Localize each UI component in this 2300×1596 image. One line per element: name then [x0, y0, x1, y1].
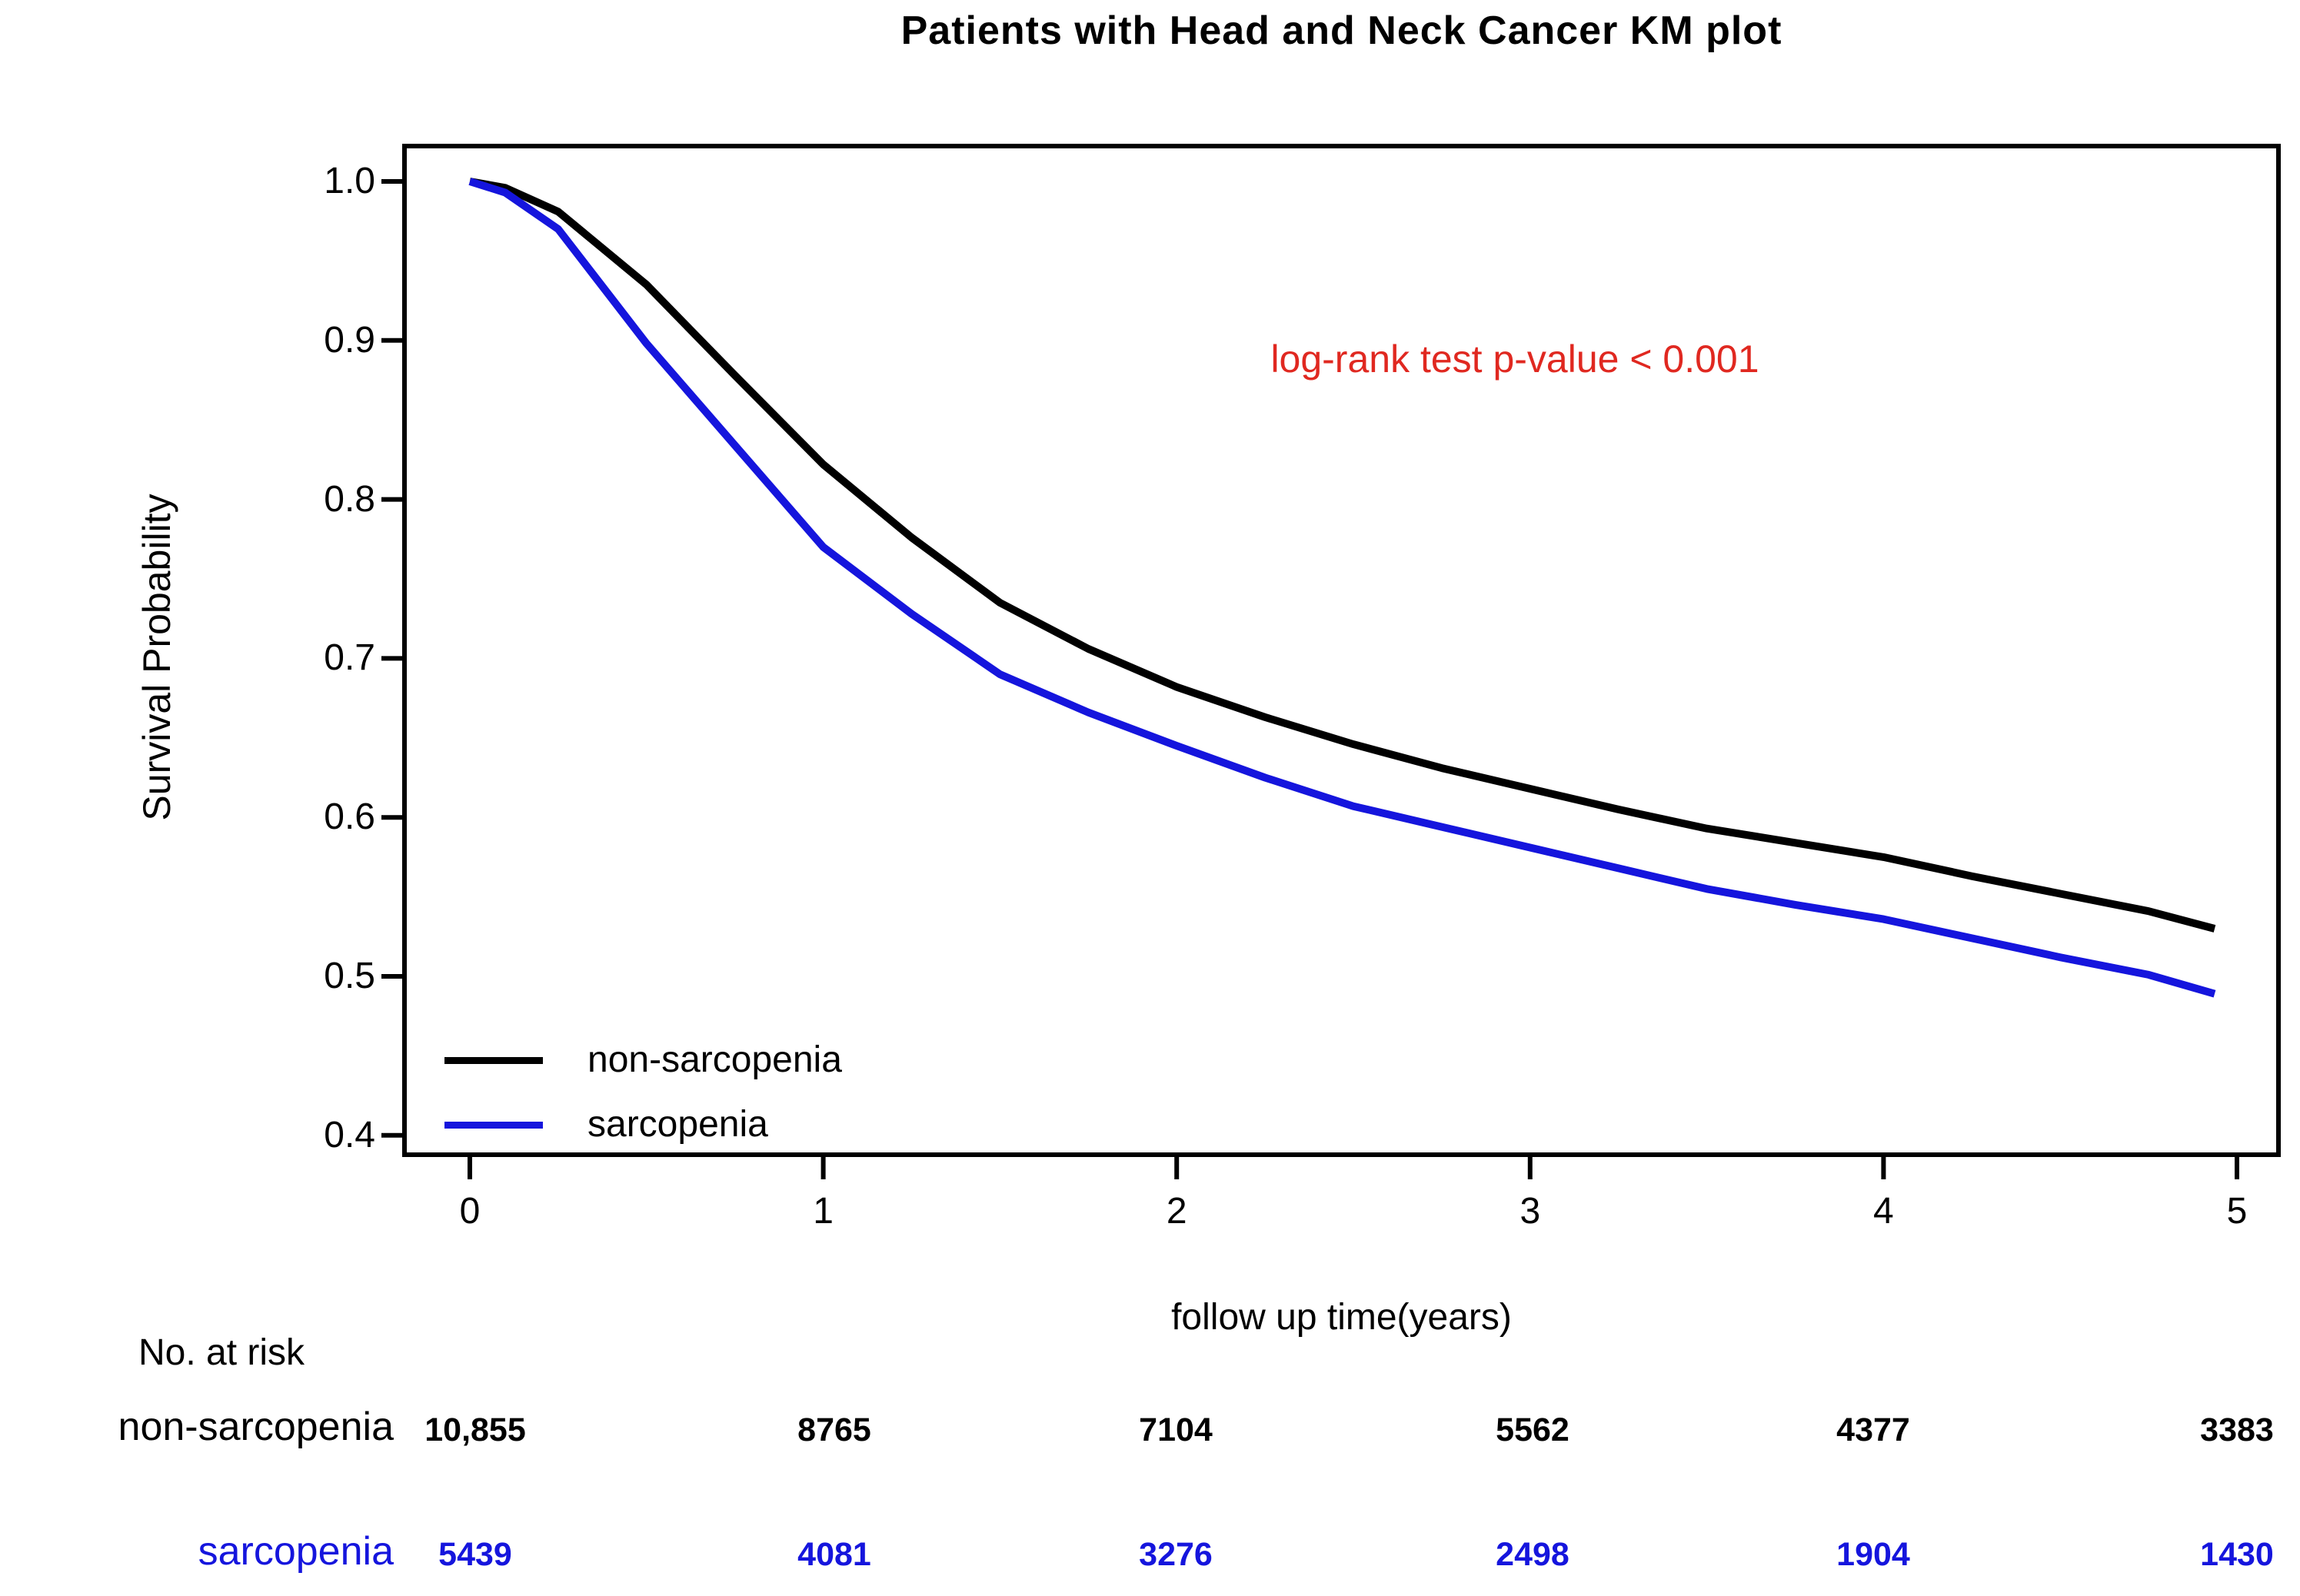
- y-tick-label: 0.6: [324, 796, 375, 838]
- y-tick-label: 0.8: [324, 478, 375, 520]
- x-tick-label: 0: [459, 1191, 481, 1232]
- risk-count-sarcopenia-t1: 4081: [797, 1536, 871, 1573]
- risk-count-sarcopenia-t4: 1904: [1836, 1536, 1910, 1573]
- risk-count-non-sarcopenia-t5: 3383: [2200, 1411, 2274, 1448]
- risk-count-non-sarcopenia-t2: 7104: [1139, 1411, 1213, 1448]
- km-curve-non-sarcopenia: [469, 178, 2216, 933]
- risk-count-non-sarcopenia-t4: 4377: [1836, 1411, 1910, 1448]
- legend-entry-non-sarcopenia: non-sarcopenia: [444, 1038, 842, 1082]
- chart-title: Patients with Head and Neck Cancer KM pl…: [900, 8, 1782, 53]
- risk-count-sarcopenia-t2: 3276: [1139, 1536, 1213, 1573]
- risk-count-sarcopenia-t0: 5439: [438, 1536, 512, 1573]
- km-curve-sarcopenia: [468, 178, 2216, 998]
- x-tick-label: 2: [1166, 1191, 1187, 1232]
- y-tick-label: 0.7: [324, 637, 375, 679]
- legend: non-sarcopenia sarcopenia: [444, 1038, 842, 1147]
- pvalue-annotation: log-rank test p-value < 0.001: [1270, 337, 1759, 381]
- x-axis-title: follow up time(years): [1171, 1297, 1512, 1338]
- risk-count-non-sarcopenia-t3: 5562: [1496, 1411, 1569, 1448]
- risk-table-title: No. at risk: [138, 1332, 305, 1373]
- y-tick-label: 1.0: [324, 161, 375, 201]
- legend-entry-sarcopenia: sarcopenia: [444, 1102, 842, 1147]
- plot-box: [402, 144, 2281, 1157]
- legend-label-sarcopenia: sarcopenia: [587, 1104, 768, 1145]
- risk-count-non-sarcopenia-t0: 10,855: [424, 1411, 526, 1448]
- non-sarcopenia-line-swatch: [444, 1056, 543, 1064]
- risk-count-sarcopenia-t5: 1430: [2200, 1536, 2274, 1573]
- risk-row-label-non-sarcopenia: non-sarcopenia: [118, 1405, 394, 1449]
- x-tick-label: 5: [2226, 1191, 2248, 1232]
- y-tick-label: 0.5: [324, 956, 375, 996]
- y-axis-title: Survival Probability: [135, 494, 178, 821]
- legend-label-non-sarcopenia: non-sarcopenia: [587, 1039, 842, 1080]
- risk-count-non-sarcopenia-t1: 8765: [797, 1411, 871, 1448]
- risk-count-sarcopenia-t3: 2498: [1496, 1536, 1569, 1573]
- x-tick-label: 4: [1873, 1191, 1894, 1232]
- y-tick-label: 0.4: [324, 1114, 375, 1155]
- x-tick-label: 3: [1519, 1191, 1541, 1232]
- risk-row-label-sarcopenia: sarcopenia: [198, 1529, 394, 1574]
- x-tick-label: 1: [813, 1191, 834, 1232]
- y-tick-label: 0.9: [324, 319, 375, 361]
- sarcopenia-line-swatch: [444, 1121, 543, 1129]
